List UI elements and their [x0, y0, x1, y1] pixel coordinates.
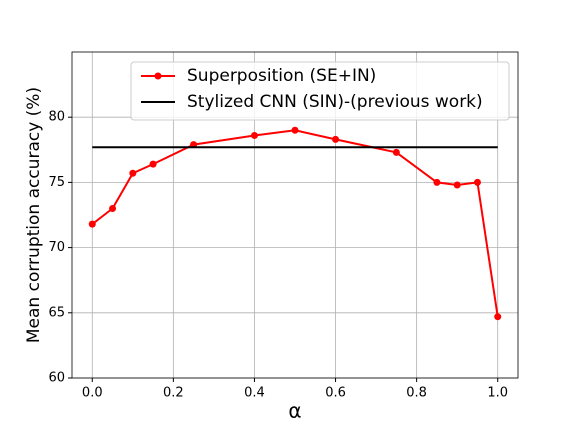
legend-marker: [154, 72, 162, 80]
x-tick-label: 0.8: [406, 386, 427, 401]
x-tick-label: 1.0: [487, 386, 508, 401]
data-point: [332, 135, 340, 143]
data-point: [291, 126, 299, 134]
x-tick-label: 0.2: [163, 386, 184, 401]
data-point: [129, 169, 137, 177]
data-point: [109, 204, 117, 212]
data-point: [392, 148, 400, 156]
y-tick-label: 70: [48, 240, 65, 255]
y-tick-label: 75: [48, 175, 65, 190]
x-axis-label: α: [288, 399, 301, 423]
data-point: [494, 313, 502, 321]
legend-label: Stylized CNN (SIN)-(previous work): [187, 92, 483, 112]
y-tick-label: 60: [48, 371, 65, 386]
y-tick-label: 80: [48, 110, 65, 125]
data-point: [88, 220, 96, 228]
plot-frame: [71, 51, 519, 379]
data-point: [250, 131, 258, 139]
x-tick-label: 0.0: [82, 386, 103, 401]
y-tick-label: 65: [48, 305, 65, 320]
legend-box: [130, 61, 510, 121]
x-tick-label: 0.6: [325, 386, 346, 401]
data-point: [473, 178, 481, 186]
y-axis-label: Mean corruption accuracy (%): [24, 87, 44, 343]
legend-label: Superposition (SE+IN): [187, 66, 376, 86]
data-point: [453, 181, 461, 189]
x-tick-label: 0.4: [244, 386, 265, 401]
data-point: [149, 160, 157, 168]
data-point: [433, 178, 441, 186]
